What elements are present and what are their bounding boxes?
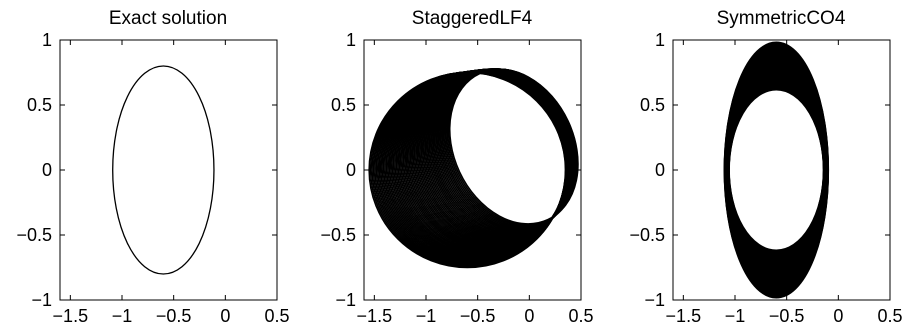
x-tick-label: 0 <box>220 306 230 326</box>
x-tick-label: 0.5 <box>264 306 289 326</box>
y-tick-label: 1 <box>42 30 52 50</box>
axis-ticks: −1.5 −1 −0.5 0 0.5−1−0.500.51 <box>16 30 289 326</box>
y-tick-label: 0.5 <box>640 95 665 115</box>
x-tick-label: −1 <box>725 306 746 326</box>
x-tick-label: 0 <box>833 306 843 326</box>
x-tick-label: −0.5 <box>460 306 496 326</box>
x-tick-label: 0 <box>524 306 534 326</box>
panel-exact-solution: Exact solution −1.5 −1 −0.5 0 0.5−1−0.500.51 <box>16 8 289 326</box>
plot-frame <box>59 39 278 301</box>
panel-title: SymmetricCO4 <box>717 8 846 29</box>
x-tick-label: −0.5 <box>769 306 805 326</box>
axis-ticks: −1.5 −1 −0.5 0 0.5−1−0.500.51 <box>629 30 902 326</box>
x-tick-label: −1.5 <box>666 306 702 326</box>
trajectory-loop <box>723 41 830 299</box>
x-tick-label: −0.5 <box>156 306 192 326</box>
trajectory-loop <box>448 68 579 225</box>
panel-symmetric-co4: SymmetricCO4 −1.5 −1 −0.5 0 0.5−1−0.500.51 <box>629 8 902 326</box>
y-tick-label: 0.5 <box>27 95 52 115</box>
x-tick-label: 0.5 <box>877 306 902 326</box>
x-tick-label: 0.5 <box>568 306 593 326</box>
y-tick-label: 1 <box>346 30 356 50</box>
plot-marks <box>723 41 830 299</box>
y-tick-label: 0 <box>346 160 356 180</box>
y-tick-label: −0.5 <box>16 225 52 245</box>
y-tick-label: −0.5 <box>320 225 356 245</box>
y-tick-label: 1 <box>655 30 665 50</box>
axis-ticks: −1.5 −1 −0.5 0 0.5−1−0.500.51 <box>320 30 593 326</box>
y-tick-label: −0.5 <box>629 225 665 245</box>
x-tick-label: −1 <box>416 306 437 326</box>
x-tick-label: −1 <box>112 306 133 326</box>
panel-title: Exact solution <box>109 8 227 29</box>
y-tick-label: −1 <box>335 290 356 310</box>
plot-marks <box>112 65 215 275</box>
x-tick-label: −1.5 <box>357 306 393 326</box>
y-tick-label: 0.5 <box>331 95 356 115</box>
plot-marks <box>368 68 579 269</box>
panel-title: StaggeredLF4 <box>412 8 533 29</box>
trajectory-curve <box>112 65 215 275</box>
panel-staggered-lf4: StaggeredLF4 −1.5 −1 −0.5 0 0.5−1−0.500.51 <box>320 8 593 326</box>
y-tick-label: 0 <box>42 160 52 180</box>
y-tick-label: 0 <box>655 160 665 180</box>
x-tick-label: −1.5 <box>53 306 89 326</box>
y-tick-label: −1 <box>644 290 665 310</box>
y-tick-label: −1 <box>31 290 52 310</box>
